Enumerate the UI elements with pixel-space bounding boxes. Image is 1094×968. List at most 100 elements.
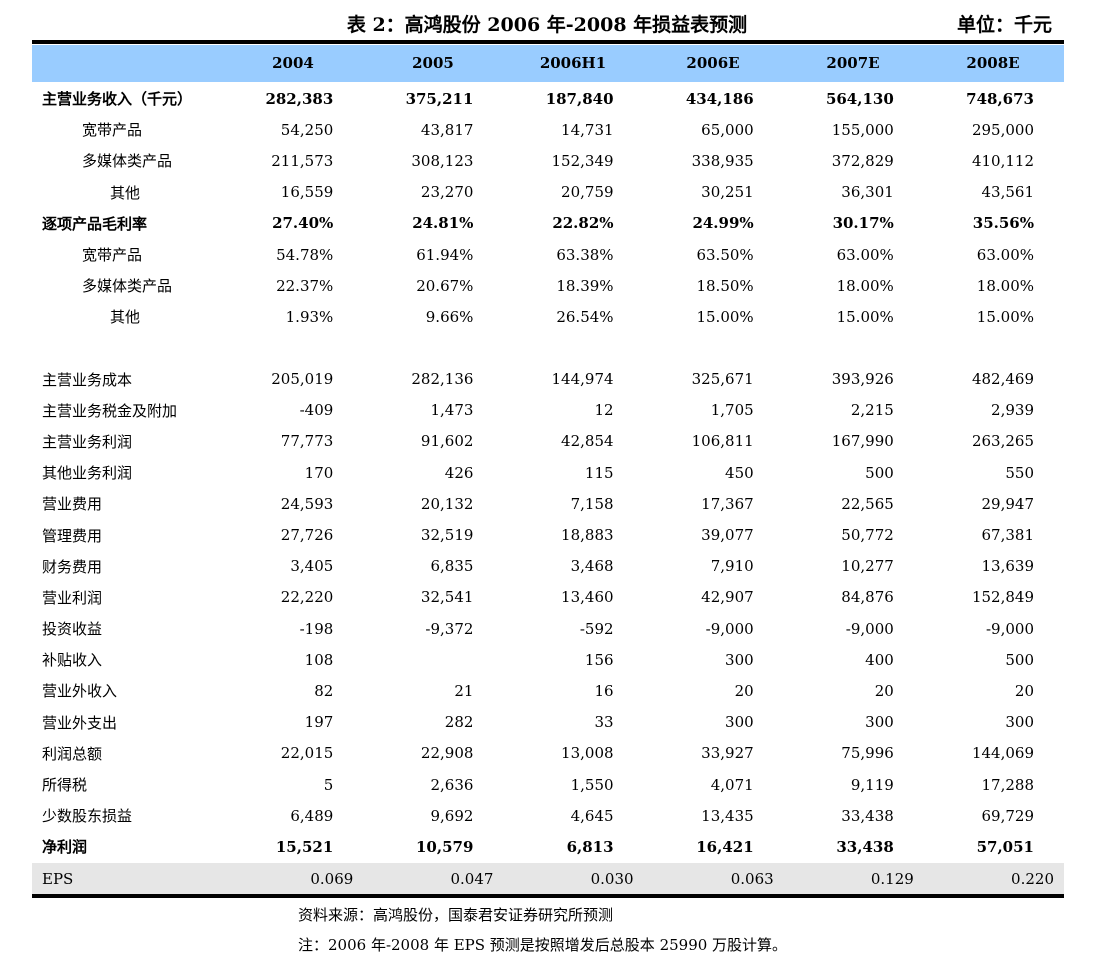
table-cell: 23,270 [420, 183, 474, 202]
table-cell [644, 333, 784, 364]
row-label: 营业费用 [42, 495, 103, 514]
table-cell: -409 [299, 401, 334, 420]
table-cell: 33,927 [701, 744, 754, 763]
table-cell: 1.93% [285, 307, 334, 326]
table-cell: 33 [594, 713, 614, 732]
table-cell: 106,811 [691, 432, 754, 451]
table-cell: 295,000 [971, 120, 1034, 139]
table-cell: 197 [304, 713, 334, 732]
table-cell: 1,473 [430, 401, 474, 420]
table-cell: 410,112 [971, 151, 1034, 170]
table-cell: 550 [1005, 463, 1034, 482]
row-label: 所得税 [42, 776, 88, 795]
row-label: 主营业务成本 [42, 370, 133, 389]
table-cell: 42,907 [701, 588, 754, 607]
table-row: 主营业务收入（千元） 282,383 375,211 187,840 434,186 56… [32, 83, 1064, 114]
table-cell: 84,876 [841, 588, 894, 607]
table-cell: 375,211 [405, 89, 474, 108]
table-row: 其他 16,559 23,270 20,759 30,251 36,301 43,561 [32, 177, 1064, 208]
column-header: 2006E [686, 54, 740, 72]
table-cell: 13,639 [981, 557, 1035, 576]
table-cell: 300 [725, 650, 754, 669]
table-cell [924, 333, 1064, 364]
table-cell: 24,593 [280, 494, 334, 513]
table-cell: 152,349 [551, 151, 614, 170]
table-cell: 39,077 [701, 526, 754, 545]
table-cell: 61.94% [416, 245, 474, 264]
table-cell: 18.00% [836, 276, 894, 295]
table-row: 多媒体类产品 22.37% 20.67% 18.39% 18.50% 18.00% 18.0… [32, 270, 1064, 301]
table-cell: 16,559 [280, 183, 334, 202]
table-row: 宽带产品 54,250 43,817 14,731 65,000 155,000 295,0… [32, 114, 1064, 145]
table-cell [503, 333, 643, 364]
table-cell: 77,773 [280, 432, 334, 451]
table-row: 主营业务税金及附加 -409 1,473 12 1,705 2,215 2,939 [32, 395, 1064, 426]
row-label: 管理费用 [42, 526, 103, 545]
table-cell: 282,383 [265, 89, 334, 108]
table-cell: 63.50% [696, 245, 754, 264]
table-cell: 18.00% [976, 276, 1034, 295]
table-title: 表 2：高鸿股份 2006 年-2008 年损益表预测 [346, 14, 748, 36]
table-cell: 13,008 [561, 744, 614, 763]
table-cell: 15.00% [976, 307, 1034, 326]
table-cell: 0.047 [363, 862, 504, 895]
table-cell: 29,947 [981, 494, 1035, 513]
table-cell: 393,926 [831, 370, 894, 389]
table-cell: 20 [874, 681, 894, 700]
row-label: 宽带产品 [82, 246, 143, 265]
table-cell: -592 [579, 619, 614, 638]
table-cell: 1,550 [570, 775, 614, 794]
table-cell [363, 644, 503, 675]
table-cell: 748,673 [966, 89, 1034, 108]
table-cell: 170 [304, 463, 334, 482]
table-cell: 155,000 [831, 120, 894, 139]
table-cell: 33,438 [836, 837, 894, 856]
table-cell: 32,541 [420, 588, 474, 607]
table-cell: 14,731 [561, 120, 614, 139]
column-header: 2006H1 [539, 54, 607, 72]
table-row: 营业利润 22,220 32,541 13,460 42,907 84,876 152,84… [32, 582, 1064, 613]
table-cell: 10,277 [841, 557, 894, 576]
table-cell: 1,705 [710, 401, 754, 420]
table-row: 管理费用 27,726 32,519 18,883 39,077 50,772 67,381 [32, 519, 1064, 550]
table-row: 宽带产品 54.78% 61.94% 63.38% 63.50% 63.00% 63.00% [32, 239, 1064, 270]
table-cell: 108 [304, 650, 334, 669]
table-cell: 450 [725, 463, 754, 482]
table-row: 补贴收入 108 156 300 400 500 [32, 644, 1064, 675]
table-cell: 50,772 [841, 526, 894, 545]
table-cell: 434,186 [685, 89, 754, 108]
table-cell: 282 [444, 713, 474, 732]
table-cell: 12 [594, 401, 614, 420]
table-cell: 43,561 [981, 183, 1035, 202]
header-label-cell [32, 45, 223, 82]
table-cell: 372,829 [831, 151, 894, 170]
table-cell [363, 333, 503, 364]
table-cell: -9,000 [845, 619, 894, 638]
table-cell: 20.67% [416, 276, 474, 295]
table-cell: 9.66% [425, 307, 474, 326]
table-cell: 75,996 [841, 744, 894, 763]
row-label: 少数股东损益 [42, 807, 133, 826]
table-cell: 400 [865, 650, 894, 669]
table-cell: 22.82% [552, 214, 614, 233]
row-label: 多媒体类产品 [82, 277, 173, 296]
row-label: EPS [32, 862, 224, 895]
table-row: 财务费用 3,405 6,835 3,468 7,910 10,277 13,639 [32, 551, 1064, 582]
row-label: 主营业务税金及附加 [42, 401, 178, 420]
table-row: 主营业务成本 205,019 282,136 144,974 325,671 393,92… [32, 364, 1064, 395]
table-cell: 5 [323, 775, 334, 794]
table-cell: 67,381 [981, 526, 1035, 545]
row-label: 主营业务收入（千元） [42, 90, 193, 109]
table-row: 多媒体类产品 211,573 308,123 152,349 338,935 372,82… [32, 145, 1064, 176]
table-cell: 187,840 [545, 89, 614, 108]
table-cell [784, 333, 924, 364]
table-cell: 27,726 [280, 526, 334, 545]
table-cell: 43,817 [420, 120, 474, 139]
table-row: 所得税 5 2,636 1,550 4,071 9,119 17,288 [32, 769, 1064, 800]
table-cell: 57,051 [976, 837, 1034, 856]
table-row: 少数股东损益 6,489 9,692 4,645 13,435 33,438 69,729 [32, 800, 1064, 831]
table-cell: 20,132 [420, 494, 474, 513]
table-cell: 4,645 [570, 806, 614, 825]
income-table: 主营业务收入（千元） 282,383 375,211 187,840 434,186 5 6… [32, 83, 1064, 895]
table-cell: 20 [1014, 681, 1034, 700]
